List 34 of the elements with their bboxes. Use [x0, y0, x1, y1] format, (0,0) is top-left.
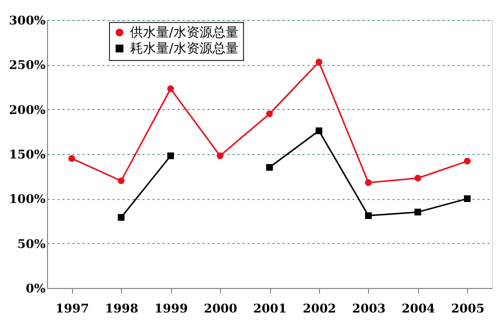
y-tick-label: 300% [9, 14, 46, 28]
x-tick-label: 1999 [154, 302, 188, 316]
x-tick-label: 2004 [402, 302, 436, 316]
legend-label: 供水量/水资源总量 [130, 26, 238, 40]
point [167, 85, 174, 92]
y-tick-label: 200% [9, 102, 46, 117]
point [266, 164, 273, 171]
x-tick-label: 2003 [352, 302, 386, 316]
point [118, 214, 125, 221]
y-tick-label: 50% [17, 236, 46, 251]
x-tick-label: 2001 [253, 302, 287, 316]
point [464, 195, 471, 202]
x-tick-label: 2000 [204, 302, 238, 316]
x-tick-label: 1997 [56, 302, 89, 316]
point [167, 152, 174, 160]
point [216, 152, 224, 160]
x-tick-label: 2002 [302, 302, 336, 316]
point [414, 208, 422, 216]
y-tick-label: 0% [26, 282, 46, 296]
point [68, 155, 76, 162]
point [365, 212, 372, 219]
point [365, 179, 372, 186]
point [316, 127, 322, 134]
point [118, 177, 125, 184]
x-tick-label: 2005 [451, 302, 484, 316]
y-tick-label: 250% [9, 58, 46, 72]
point [464, 158, 471, 164]
point [266, 110, 273, 118]
y-tick-label: 100% [9, 192, 46, 206]
legend-label: 耗水量/水资源总量 [130, 42, 238, 56]
x-tick-label: 1998 [104, 302, 138, 316]
point [316, 58, 322, 66]
point [414, 174, 422, 182]
y-tick-label: 150% [9, 148, 46, 162]
